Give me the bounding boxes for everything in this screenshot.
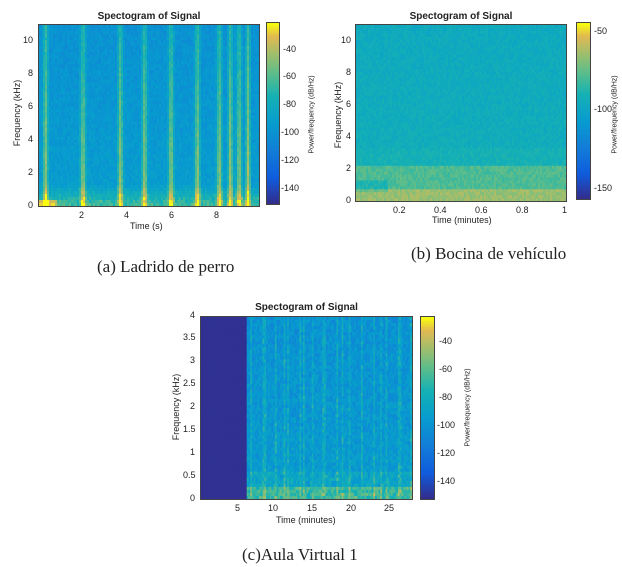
x-tick-c: 15: [307, 503, 317, 513]
spectrogram-image-a: [39, 25, 259, 206]
y-tick-b: 0: [346, 195, 351, 205]
y-tick-b: 6: [346, 99, 351, 109]
caption-c: (c)Aula Virtual 1: [242, 545, 358, 565]
colorbar-tick-c: -100: [437, 420, 455, 430]
colorbar-label-b: Power/frequency (dB/Hz): [612, 65, 619, 165]
colorbar-tick-a: -80: [283, 99, 296, 109]
colorbar-tick-a: -140: [281, 183, 299, 193]
plot-area-c: [200, 316, 413, 500]
plot-area-b: [355, 24, 567, 202]
x-tick-a: 2: [79, 210, 84, 220]
y-tick-a: 0: [28, 200, 33, 210]
y-tick-c: 4: [190, 310, 195, 320]
x-tick-a: 6: [169, 210, 174, 220]
y-tick-c: 1: [190, 447, 195, 457]
caption-b: (b) Bocina de vehículo: [411, 244, 566, 264]
spectrogram-image-c: [201, 317, 412, 499]
colorbar-tick-c: -80: [439, 392, 452, 402]
y-tick-c: 0: [190, 493, 195, 503]
spectrogram-image-b: [356, 25, 566, 201]
colorbar-gradient-a: [267, 23, 279, 204]
y-tick-a: 10: [23, 35, 33, 45]
y-tick-c: 3: [190, 355, 195, 365]
colorbar-tick-c: -60: [439, 364, 452, 374]
y-tick-a: 2: [28, 167, 33, 177]
colorbar-tick-a: -40: [283, 44, 296, 54]
colorbar-tick-a: -120: [281, 155, 299, 165]
y-tick-b: 8: [346, 67, 351, 77]
colorbar-b: [576, 22, 591, 200]
plot-area-a: [38, 24, 260, 207]
x-tick-a: 8: [214, 210, 219, 220]
colorbar-tick-c: -40: [439, 336, 452, 346]
x-tick-c: 20: [346, 503, 356, 513]
y-tick-a: 4: [28, 134, 33, 144]
x-tick-c: 5: [235, 503, 240, 513]
caption-a: (a) Ladrido de perro: [97, 257, 234, 277]
chart-title-b: Spectogram of Signal: [355, 11, 567, 22]
x-tick-b: 0.2: [393, 205, 406, 215]
colorbar-tick-a: -100: [281, 127, 299, 137]
x-axis-label-b: Time (minutes): [432, 215, 492, 225]
y-tick-c: 2.5: [183, 378, 196, 388]
x-tick-b: 0.8: [516, 205, 529, 215]
y-axis-label-a: Frequency (kHz): [12, 78, 22, 148]
x-tick-b: 0.6: [475, 205, 488, 215]
colorbar-tick-a: -60: [283, 71, 296, 81]
y-tick-a: 6: [28, 101, 33, 111]
y-tick-a: 8: [28, 68, 33, 78]
y-tick-b: 4: [346, 131, 351, 141]
x-tick-c: 25: [384, 503, 394, 513]
y-tick-c: 0.5: [183, 470, 196, 480]
colorbar-label-c: Power/frequency (dB/Hz): [465, 358, 472, 458]
colorbar-label-a: Power/frequency (dB/Hz): [309, 65, 316, 165]
chart-title-a: Spectogram of Signal: [38, 11, 260, 22]
x-tick-b: 1: [562, 205, 567, 215]
y-axis-label-c: Frequency (kHz): [171, 372, 181, 442]
y-axis-label-b: Frequency (kHz): [333, 80, 343, 150]
colorbar-gradient-c: [421, 317, 434, 499]
colorbar-tick-c: -120: [437, 448, 455, 458]
x-axis-label-c: Time (minutes): [276, 515, 336, 525]
colorbar-tick-b: -100: [594, 104, 612, 114]
y-tick-b: 2: [346, 163, 351, 173]
y-tick-c: 2: [190, 401, 195, 411]
colorbar-tick-b: -150: [594, 183, 612, 193]
x-tick-a: 4: [124, 210, 129, 220]
x-tick-c: 10: [268, 503, 278, 513]
colorbar-c: [420, 316, 435, 500]
colorbar-gradient-b: [577, 23, 590, 199]
y-tick-c: 3.5: [183, 332, 196, 342]
colorbar-tick-b: -50: [594, 26, 607, 36]
y-tick-c: 1.5: [183, 424, 196, 434]
colorbar-tick-c: -140: [437, 476, 455, 486]
x-axis-label-a: Time (s): [130, 221, 163, 231]
chart-title-c: Spectogram of Signal: [200, 302, 413, 313]
x-tick-b: 0.4: [434, 205, 447, 215]
y-tick-b: 10: [341, 35, 351, 45]
colorbar-a: [266, 22, 280, 205]
